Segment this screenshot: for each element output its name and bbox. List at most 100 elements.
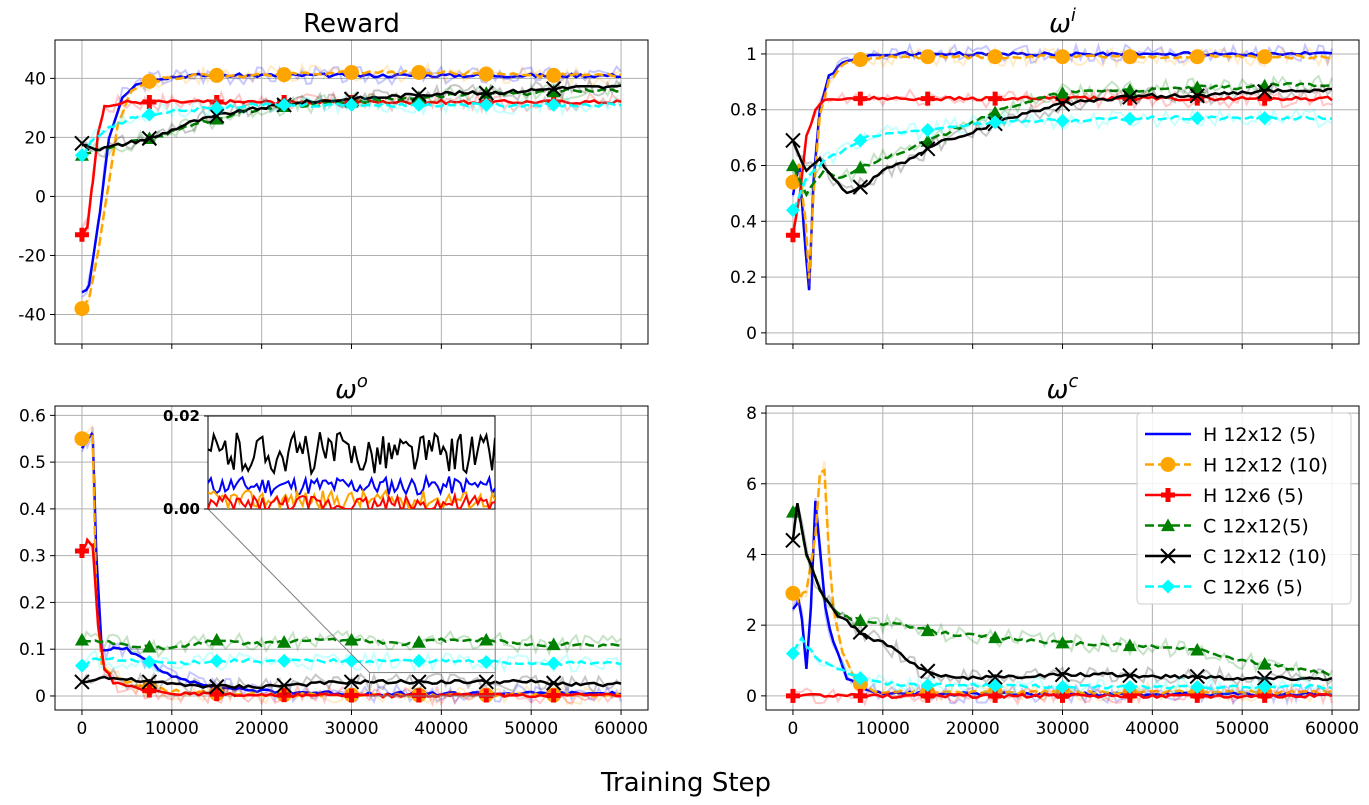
x-tick-label: 0 [77,719,88,739]
series-marker-2 [277,688,292,703]
series-marker-2 [853,91,868,106]
series-marker-5 [1055,113,1070,128]
y-tick-label: 0 [35,687,46,707]
series-marker-5 [920,122,935,137]
series-line-1 [792,468,1333,696]
y-tick-label: 0.2 [730,268,757,288]
y-tick-label: 6 [746,475,757,495]
series-marker-4 [852,624,869,640]
series-marker-5 [1122,111,1137,126]
x-tick-label: 30000 [1035,719,1089,739]
series-group [785,41,1333,291]
series-marker-5 [1257,111,1272,126]
series-marker-4 [74,135,90,152]
y-tick-label: 0.8 [730,101,757,121]
series-marker-2 [209,687,224,702]
series-line-4 [791,502,1333,682]
series-marker-5 [1257,680,1272,695]
zoom-inset: 0.00 0.02 [163,407,496,697]
series-marker-4 [545,675,562,691]
y-tick-label: 0.4 [19,500,46,520]
series-raw-5 [792,106,1333,210]
series-marker-5 [785,646,800,661]
x-tick-label: 60000 [1305,719,1359,739]
legend-label-4: C 12x12 (10) [1203,546,1327,568]
series-marker-1 [141,73,157,89]
series-marker-4 [276,677,292,694]
series-marker-4 [1256,670,1273,686]
panel-title-base: ω [1047,375,1069,405]
series-marker-4 [1256,83,1273,100]
series-marker-5 [546,97,561,112]
y-tick-label: 2 [746,616,757,636]
panel-title: Reward [303,9,400,39]
y-tick-label: 0.5 [19,453,46,473]
x-axis-label: Training Step [600,768,771,798]
series-marker-5 [1122,680,1137,695]
panel-top-right: 0 0.2 0.4 0.6 0.8 1 ωi [730,5,1360,349]
series-marker-1 [1257,49,1273,65]
series-marker-5 [344,97,359,112]
series-marker-4 [785,132,801,149]
series-marker-2 [853,688,868,703]
panel-bottom-right: 0 10000 20000 30000 40000 50000 60000 0 2 4 6 8 ωc [746,371,1360,739]
panel-title-sup: i [1071,5,1076,26]
series-marker-4 [209,108,225,124]
series-marker-4 [209,678,225,695]
series-marker-4 [411,86,427,103]
y-tick-label: 40 [24,69,46,89]
legend: H 12x12 (5) H 12x12 (10) H 12x6 (5) C 12x12… [1136,412,1352,605]
legend-label-3: C 12x12(5) [1203,516,1309,538]
series-marker-3 [546,637,561,651]
panel-top-left: -40 -20 0 20 40 Reward [18,9,649,349]
x-tick-label: 10000 [856,719,910,739]
series-marker-3 [1122,638,1137,652]
series-marker-5 [479,97,494,112]
series-marker-3 [344,632,359,646]
y-tick-label: -40 [18,305,46,325]
series-raw-4 [792,503,1333,688]
legend-marker-1 [1160,457,1176,472]
series-marker-3 [74,632,89,646]
legend-label-0: H 12x12 (5) [1203,424,1316,446]
panel-title: ωc [1047,371,1079,405]
series-marker-1 [546,67,562,83]
series-marker-3 [209,632,224,646]
legend-label-2: H 12x6 (5) [1203,485,1304,507]
series-marker-1 [1055,49,1070,65]
series-marker-5 [411,97,426,112]
series-line-5 [81,656,622,667]
series-raw-3 [81,629,622,659]
inset-y-tick-label: 0.00 [163,500,200,518]
series-marker-5 [209,653,224,668]
series-marker-4 [1122,667,1138,684]
series-marker-5 [142,655,157,670]
series-marker-5 [988,115,1003,130]
series-marker-5 [277,653,292,668]
series-marker-3 [920,623,935,637]
panel-title-base: ω [1049,9,1071,39]
legend-marker-3 [1161,518,1175,532]
x-tick-label: 60000 [594,719,648,739]
series-marker-5 [1190,680,1205,695]
x-tick-label: 50000 [504,719,558,739]
series-line-3 [81,636,622,651]
series-raw-2 [81,89,622,234]
x-tick-label: 20000 [235,719,289,739]
panel-title-base: ω [335,375,357,405]
series-marker-1 [785,585,801,601]
series-marker-1 [344,64,359,80]
inset-y-tick-label: 0.02 [163,407,200,425]
y-tick-label: 0.1 [19,640,46,660]
series-line-4 [81,675,622,690]
series-marker-1 [276,67,292,83]
series-marker-4 [987,669,1003,686]
y-tick-label: -20 [18,246,46,266]
series-marker-4 [785,532,801,549]
series-marker-3 [209,111,224,125]
series-marker-5 [411,653,426,668]
series-line-1 [81,430,622,699]
series-marker-2 [785,228,800,243]
series-marker-3 [785,158,800,172]
series-marker-4 [1189,88,1205,104]
